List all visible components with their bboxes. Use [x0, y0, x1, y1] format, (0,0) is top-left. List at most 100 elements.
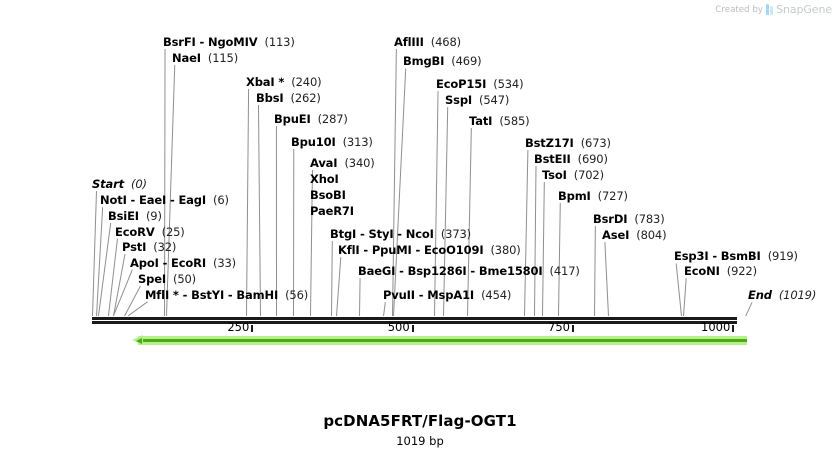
enzyme-position-text: (0) — [123, 177, 147, 191]
enzyme-name-text: TatI — [469, 114, 493, 128]
plasmid-size: 1019 bp — [396, 434, 444, 448]
credit-prefix-text: Created by — [715, 4, 764, 15]
enzyme-position-text: (702) — [566, 168, 604, 182]
enzyme-name-text: BpmI — [558, 189, 591, 203]
enzyme-name-text: Bpu10I — [291, 135, 336, 149]
enzyme-name-text: KflI - PpuMI - EcoO109I — [338, 243, 484, 257]
enzyme-position-text: (690) — [570, 152, 608, 166]
enzyme-name-text: ApoI - EcoRI — [130, 256, 206, 270]
enzyme-position-text: (32) — [146, 240, 177, 254]
leader-line — [335, 256, 341, 317]
ruler-tick-label: 750 — [548, 320, 570, 334]
enzyme-name-text: AseI — [602, 228, 630, 242]
site-bstz17i[interactable]: BstZ17I (673) — [525, 137, 611, 149]
enzyme-name-text: BsoBI — [310, 188, 346, 202]
enzyme-position-text: (804) — [629, 228, 667, 242]
enzyme-position-text: (469) — [444, 54, 482, 68]
enzyme-position-text: (468) — [423, 35, 461, 49]
site-naei[interactable]: NaeI (115) — [172, 52, 238, 64]
site-xhoi[interactable]: XhoI — [310, 173, 339, 185]
enzyme-name-text: BsrFI - NgoMIV — [163, 35, 258, 49]
enzyme-name-text: PvuII - MspA1I — [383, 288, 475, 302]
site-btgi-styi-ncoi[interactable]: BtgI - StyI - NcoI (373) — [330, 228, 471, 240]
enzyme-name-text: PstI — [122, 240, 147, 254]
site-econi[interactable]: EcoNI (922) — [684, 265, 757, 277]
site-bmgbi[interactable]: BmgBI (469) — [403, 54, 482, 68]
site-bsobi[interactable]: BsoBI — [310, 189, 346, 201]
start-marker[interactable]: Start (0) — [92, 178, 147, 190]
leader-line — [442, 106, 448, 316]
ruler-tick-mark — [411, 325, 414, 332]
leader-line — [603, 241, 609, 317]
site-bsteii[interactable]: BstEII (690) — [534, 153, 608, 165]
ruler-tick-label: 1000 — [701, 320, 731, 334]
enzyme-position-text: (380) — [483, 243, 521, 257]
feature-arrow[interactable] — [132, 335, 747, 346]
enzyme-name-text: BpuEI — [274, 112, 311, 126]
enzyme-name-text: BbsI — [256, 91, 284, 105]
ruler-bar-bottom — [92, 321, 737, 324]
enzyme-position-text: (115) — [200, 51, 239, 65]
site-paer7i[interactable]: PaeR7I — [310, 205, 354, 217]
enzyme-name-text: BaeGI - Bsp1286I - Bme1580I — [358, 264, 543, 278]
enzyme-position-text: (113) — [257, 35, 295, 49]
site-asei[interactable]: AseI (804) — [602, 228, 667, 242]
enzyme-name-text: XhoI — [310, 172, 339, 186]
site-spei[interactable]: SpeI (50) — [138, 273, 196, 285]
site-noti-eaei-eagi[interactable]: NotI - EaeI - EagI (6) — [100, 194, 229, 206]
enzyme-position-text: (373) — [433, 227, 471, 241]
enzyme-name-text: BsrDI — [593, 212, 628, 226]
enzyme-position-text: (783) — [627, 212, 665, 226]
site-ecop15i[interactable]: EcoP15I (534) — [436, 77, 524, 91]
site-ecorv[interactable]: EcoRV (25) — [115, 226, 185, 238]
enzyme-name-text: BstZ17I — [525, 136, 574, 150]
site-bpuei[interactable]: BpuEI (287) — [274, 113, 348, 125]
leader-line — [523, 149, 528, 316]
enzyme-name-text: EcoP15I — [436, 77, 487, 91]
ruler-tick-mark — [732, 325, 735, 332]
site-mfli-bstyi-bamhi[interactable]: MflI * - BstYI - BamHI (56) — [145, 289, 308, 301]
enzyme-position-text: (919) — [760, 249, 798, 263]
site-apoi-ecori[interactable]: ApoI - EcoRI (33) — [130, 257, 236, 269]
site-pvuii-mspa1i[interactable]: PvuII - MspA1I (454) — [383, 289, 511, 301]
enzyme-name-text: AvaI — [310, 156, 338, 170]
enzyme-position-text: (313) — [335, 135, 373, 149]
feature-arrow-shaft-core — [138, 339, 747, 342]
title-block: pcDNA5FRT/Flag-OGT1 1019 bp — [0, 412, 840, 448]
site-avai[interactable]: AvaI (340) — [310, 157, 375, 169]
enzyme-position-text: (33) — [206, 256, 237, 270]
site-bsiei[interactable]: BsiEI (9) — [108, 210, 162, 222]
snapgene-credit: Created by SnapGene — [715, 3, 832, 16]
site-afliii[interactable]: AflIII (468) — [394, 36, 461, 48]
site-bpmi[interactable]: BpmI (727) — [558, 190, 628, 202]
site-bbsi[interactable]: BbsI (262) — [256, 92, 321, 104]
site-sspi[interactable]: SspI (547) — [445, 94, 509, 106]
site-bsrdi[interactable]: BsrDI (783) — [593, 213, 665, 225]
site-kfli-ppumi-ecoo109i[interactable]: KflI - PpuMI - EcoO109I (380) — [338, 244, 521, 256]
enzyme-name-text: MflI * - BstYI - BamHI — [145, 288, 279, 302]
leader-line — [434, 90, 439, 316]
site-psti[interactable]: PstI (32) — [122, 241, 176, 253]
enzyme-name-text: EcoRV — [115, 225, 155, 239]
enzyme-position-text: (340) — [337, 156, 375, 170]
site-baegi-bsp1286i-bme1580i[interactable]: BaeGI - Bsp1286I - Bme1580I (417) — [358, 265, 580, 277]
enzyme-name-text: TsoI — [542, 168, 567, 182]
site-bpu10i[interactable]: Bpu10I (313) — [291, 136, 373, 148]
site-bsrfi-ngomiv[interactable]: BsrFI - NgoMIV (113) — [163, 36, 295, 48]
enzyme-position-text: (547) — [472, 93, 510, 107]
site-xbai[interactable]: XbaI * (240) — [246, 76, 322, 88]
enzyme-name-text: EcoNI — [684, 264, 720, 278]
enzyme-name-text: AflIII — [394, 35, 424, 49]
leader-line — [257, 104, 262, 316]
snapgene-logo-icon — [766, 4, 774, 15]
leader-line — [542, 181, 545, 316]
leader-line — [383, 301, 386, 317]
enzyme-position-text: (727) — [590, 189, 628, 203]
site-tati[interactable]: TatI (585) — [469, 115, 530, 127]
site-tsoi[interactable]: TsoI (702) — [542, 169, 604, 181]
leader-line — [558, 202, 561, 316]
snapgene-brand-text: SnapGene — [776, 3, 832, 16]
site-esp3i-bsmbi[interactable]: Esp3I - BsmBI (919) — [674, 250, 798, 262]
end-marker[interactable]: End (1019) — [748, 289, 816, 301]
enzyme-name-text: BtgI - StyI - NcoI — [330, 227, 434, 241]
